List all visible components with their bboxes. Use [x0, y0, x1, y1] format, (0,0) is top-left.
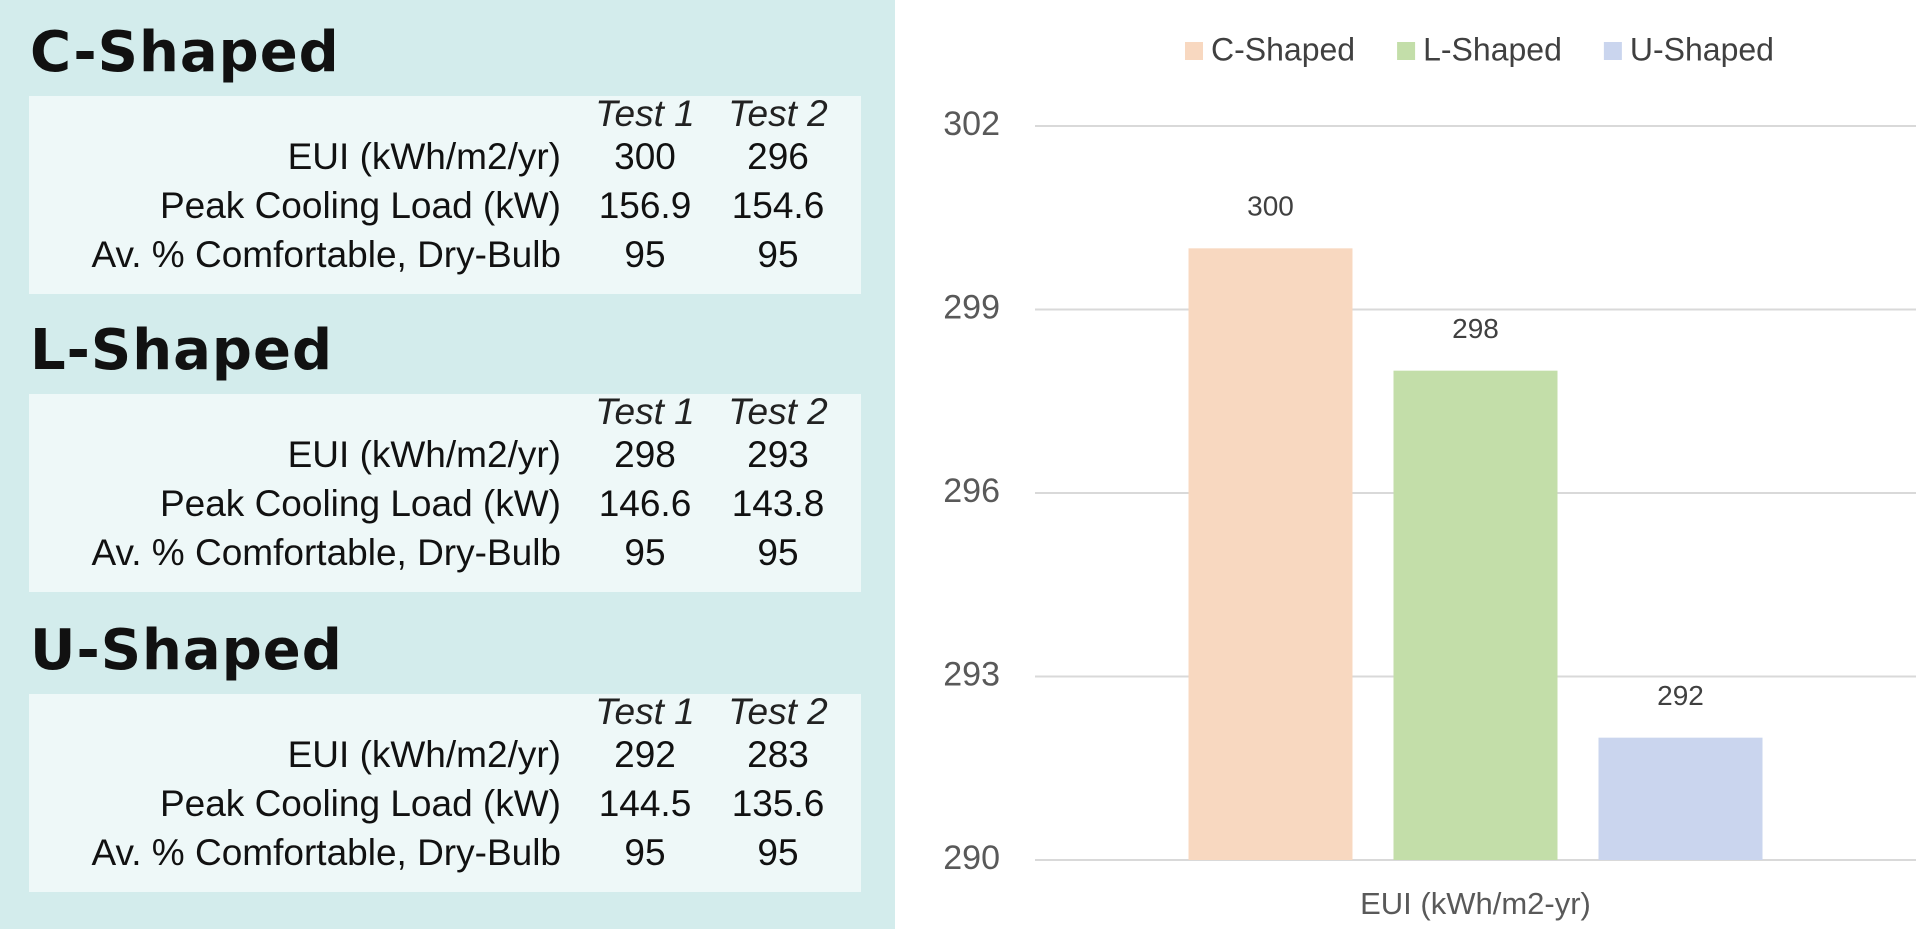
cell-value: 95: [757, 532, 798, 573]
table-box: [29, 96, 861, 294]
column-header: Test 1: [595, 93, 694, 134]
section-title: L-Shaped: [30, 318, 333, 383]
cell-value: 143.8: [732, 483, 825, 524]
cell-value: 300: [614, 136, 676, 177]
section-title: C-Shaped: [30, 20, 340, 85]
cell-value: 283: [747, 734, 809, 775]
column-header: Test 2: [728, 93, 828, 134]
row-label: Av. % Comfortable, Dry-Bulb: [91, 532, 561, 573]
row-label: Peak Cooling Load (kW): [160, 483, 561, 524]
cell-value: 135.6: [732, 783, 825, 824]
cell-value: 296: [747, 136, 809, 177]
legend-label: L-Shaped: [1423, 31, 1562, 67]
cell-value: 154.6: [732, 185, 825, 226]
table-box: [29, 394, 861, 592]
legend-label: U-Shaped: [1630, 31, 1774, 67]
bar: [1188, 248, 1353, 861]
cell-value: 156.9: [599, 185, 692, 226]
cell-value: 144.5: [599, 783, 692, 824]
x-axis-label: EUI (kWh/m2-yr): [1360, 886, 1591, 921]
cell-value: 146.6: [599, 483, 692, 524]
cell-value: 95: [624, 532, 665, 573]
y-tick-label: 296: [943, 472, 1000, 510]
value-label: 298: [1452, 313, 1499, 344]
column-header: Test 2: [728, 691, 828, 732]
y-tick-label: 293: [943, 655, 1000, 693]
legend-swatch: [1185, 42, 1203, 60]
y-tick-label: 302: [943, 105, 1000, 143]
cell-value: 95: [624, 832, 665, 873]
row-label: Av. % Comfortable, Dry-Bulb: [91, 832, 561, 873]
value-label: 292: [1657, 680, 1704, 711]
y-tick-label: 299: [943, 288, 1000, 326]
column-header: Test 2: [728, 391, 828, 432]
bar: [1393, 370, 1558, 860]
cell-value: 292: [614, 734, 676, 775]
row-label: EUI (kWh/m2/yr): [288, 734, 561, 775]
cell-value: 95: [624, 234, 665, 275]
row-label: EUI (kWh/m2/yr): [288, 136, 561, 177]
column-header: Test 1: [595, 691, 694, 732]
row-label: EUI (kWh/m2/yr): [288, 434, 561, 475]
column-header: Test 1: [595, 391, 694, 432]
cell-value: 293: [747, 434, 809, 475]
legend-swatch: [1397, 42, 1416, 60]
cell-value: 95: [757, 234, 798, 275]
row-label: Av. % Comfortable, Dry-Bulb: [91, 234, 561, 275]
table-box: [29, 694, 861, 892]
cell-value: 298: [614, 434, 676, 475]
section-title: U-Shaped: [30, 618, 343, 683]
bar: [1598, 737, 1763, 860]
legend-swatch: [1603, 42, 1622, 60]
row-label: Peak Cooling Load (kW): [160, 185, 561, 226]
cell-value: 95: [757, 832, 798, 873]
value-label: 300: [1247, 191, 1294, 222]
y-tick-label: 290: [943, 839, 1000, 877]
legend-label: C-Shaped: [1211, 31, 1355, 67]
row-label: Peak Cooling Load (kW): [160, 783, 561, 824]
